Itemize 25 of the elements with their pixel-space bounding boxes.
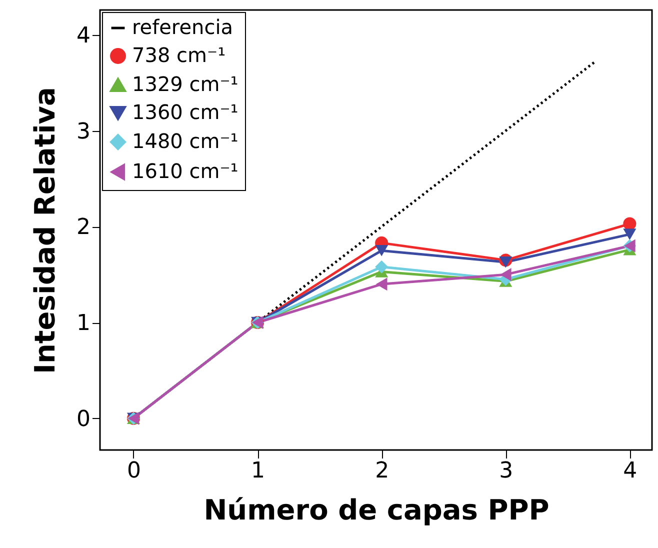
legend-label: 1360 cm⁻¹ [132,100,238,124]
x-tick-label: 4 [623,458,638,484]
point [500,268,512,282]
y-tick-label: 3 [76,119,90,144]
legend-label: 1329 cm⁻¹ [132,72,238,96]
x-tick-label: 0 [126,458,141,484]
point [375,244,388,256]
y-tick-label: 2 [76,215,90,240]
x-tick-label: 1 [251,458,266,484]
legend-label: referencia [132,15,234,39]
legend-label: 1480 cm⁻¹ [132,129,238,153]
point [375,260,388,274]
legend-label: 1610 cm⁻¹ [132,159,238,183]
y-axis-title: Intesidad Relativa [28,87,62,374]
y-tick-label: 1 [76,311,90,336]
x-tick-label: 2 [375,458,390,484]
point [623,217,636,230]
x-axis-title: Número de capas PPP [204,494,550,526]
y-tick-label: 0 [76,406,90,432]
point [376,278,388,291]
point [623,228,636,240]
point [499,256,512,268]
x-tick-label: 3 [499,458,514,484]
y-tick-label: 4 [76,23,90,48]
legend-label: 738 cm⁻¹ [132,43,226,67]
